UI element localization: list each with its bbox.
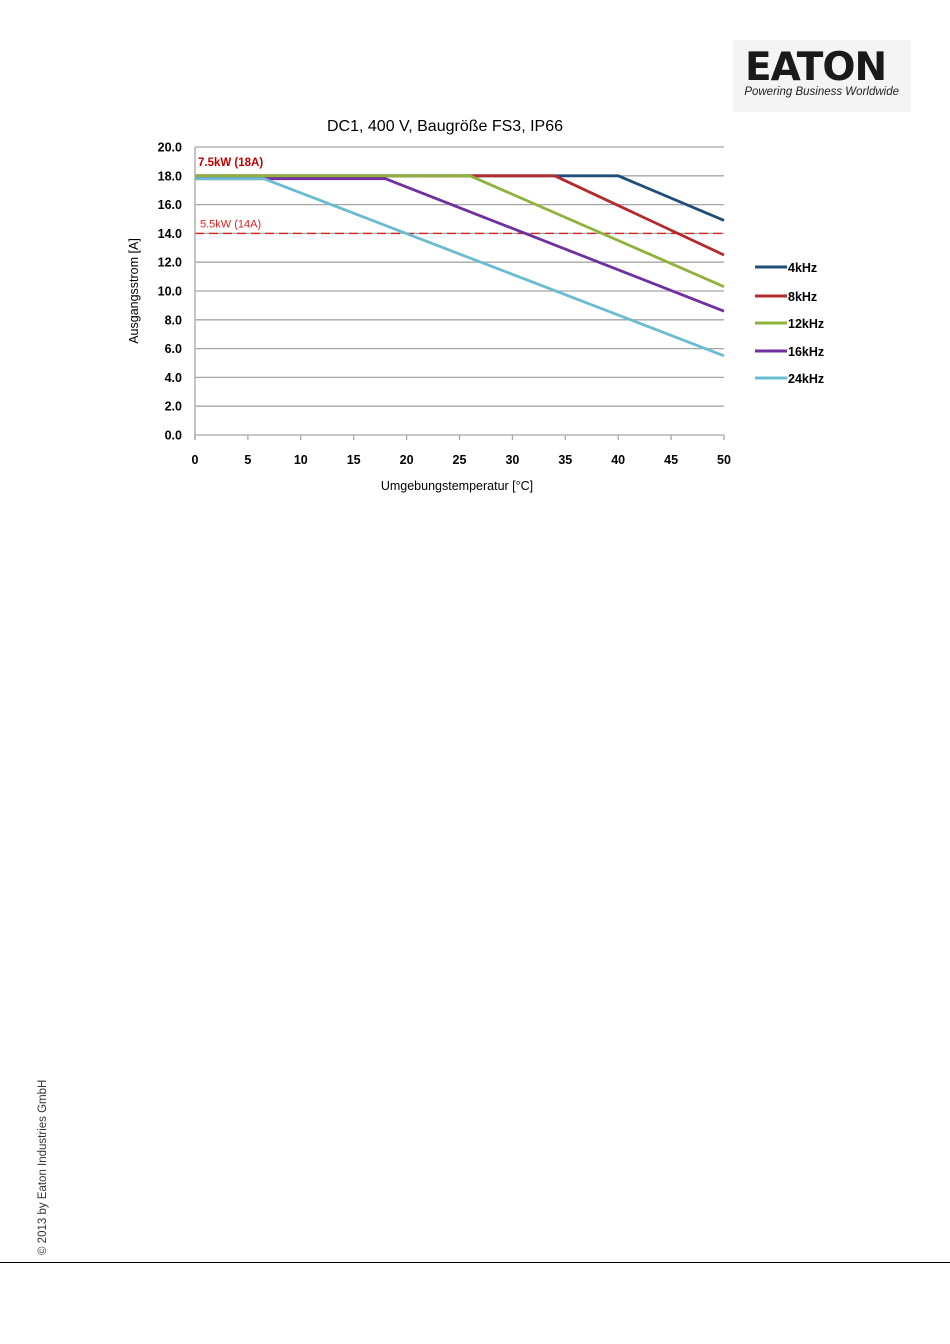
logo-tagline: Powering Business Worldwide [744,86,899,98]
x-tick-label: 45 [664,453,678,467]
legend-label-24khz: 24kHz [788,372,824,386]
legend-label-12khz: 12kHz [788,317,824,331]
x-tick-label: 30 [505,453,519,467]
x-axis-ticks: 0 5 10 15 20 25 30 35 40 45 50 [192,147,731,467]
logo-wordmark: EATON [745,45,887,90]
threshold-label-18a: 7.5kW (18A) [198,157,263,169]
chart-title: DC1, 400 V, Baugröße FS3, IP66 [327,118,563,135]
chart-legend: 4kHz 8kHz 12kHz 16kHz 24kHz [755,261,824,386]
x-tick-label: 25 [453,453,467,467]
y-tick-label: 18.0 [158,169,182,183]
y-tick-label: 2.0 [165,400,182,414]
x-tick-label: 15 [347,453,361,467]
threshold-label-14a: 5.5kW (14A) [200,218,261,230]
chart-series [195,174,725,358]
x-tick-label: 5 [244,453,251,467]
y-tick-label: 16.0 [158,198,182,212]
threshold-lines: 7.5kW (18A) 5.5kW (14A) [195,157,724,235]
x-tick-label: 50 [717,453,731,467]
derating-chart: DC1, 400 V, Baugröße FS3, IP66 7.5kW (18… [127,118,824,493]
y-tick-label: 6.0 [165,342,182,356]
x-axis-label: Umgebungstemperatur [°C] [381,479,533,493]
chart-grid [195,146,724,436]
y-axis-ticks: 0.0 2.0 4.0 6.0 8.0 10.0 12.0 14.0 16.0 18.0 20.0 [158,141,182,443]
y-tick-label: 0.0 [165,429,182,443]
footer-rule [0,1262,950,1263]
x-tick-label: 35 [558,453,572,467]
series-line-24khz [195,177,725,358]
x-tick-label: 40 [611,453,625,467]
y-tick-label: 12.0 [158,256,182,270]
y-tick-label: 20.0 [158,141,182,155]
x-tick-label: 0 [192,453,199,467]
legend-label-8khz: 8kHz [788,290,817,304]
y-tick-label: 4.0 [165,371,182,385]
legend-label-16khz: 16kHz [788,345,824,359]
copyright-notice: © 2013 by Eaton Industries GmbH [37,1079,49,1255]
x-tick-label: 10 [294,453,308,467]
eaton-logo: EATON Powering Business Worldwide [733,40,911,112]
y-tick-label: 8.0 [165,313,182,327]
series-line-12khz [195,174,725,288]
legend-label-4khz: 4kHz [788,261,817,275]
y-tick-label: 14.0 [158,227,182,241]
y-tick-label: 10.0 [158,285,182,299]
x-tick-label: 20 [400,453,414,467]
y-axis-label: Ausgangsstrom [A] [127,238,141,344]
